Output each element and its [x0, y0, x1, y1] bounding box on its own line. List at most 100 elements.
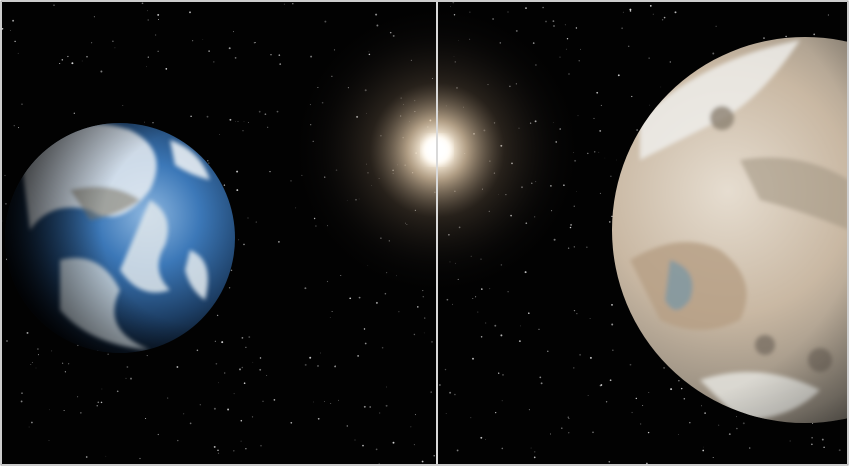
star — [2, 27, 4, 30]
star — [61, 59, 64, 61]
star — [177, 439, 179, 442]
star — [547, 350, 549, 353]
star — [507, 291, 509, 293]
star — [28, 426, 30, 428]
star — [146, 355, 148, 357]
star — [208, 50, 210, 52]
star — [310, 55, 313, 58]
star — [661, 19, 664, 21]
star — [31, 421, 33, 424]
star — [245, 346, 247, 348]
star — [683, 397, 686, 400]
star — [430, 391, 433, 393]
star — [122, 104, 124, 106]
star — [9, 30, 11, 31]
star — [334, 365, 336, 368]
star — [86, 55, 88, 58]
star — [147, 10, 148, 12]
star — [378, 463, 380, 464]
star — [414, 414, 416, 416]
star — [77, 396, 79, 398]
star — [579, 353, 582, 356]
star — [413, 444, 415, 446]
star — [608, 221, 611, 223]
star — [470, 417, 472, 419]
star — [295, 207, 297, 209]
star — [206, 115, 209, 118]
star — [561, 427, 563, 429]
star — [189, 422, 192, 425]
star — [578, 60, 580, 62]
star — [233, 31, 234, 33]
star — [472, 298, 474, 300]
star — [600, 384, 603, 386]
star — [73, 112, 75, 114]
star — [67, 55, 69, 58]
star — [700, 405, 702, 407]
star — [576, 313, 578, 315]
star — [501, 447, 504, 450]
star — [811, 443, 813, 446]
star — [96, 405, 98, 407]
earth — [5, 123, 235, 353]
star — [26, 331, 29, 334]
star — [228, 287, 231, 289]
star — [14, 40, 16, 43]
star — [573, 367, 575, 369]
star — [433, 455, 435, 457]
star — [215, 362, 218, 365]
star — [251, 416, 254, 418]
star — [221, 341, 224, 344]
star — [604, 157, 606, 159]
star — [223, 184, 226, 186]
star — [37, 354, 39, 356]
star — [101, 388, 103, 390]
star — [12, 19, 15, 22]
star — [157, 50, 159, 52]
star — [330, 402, 332, 404]
star — [384, 292, 387, 295]
star — [364, 342, 367, 345]
star — [599, 129, 602, 132]
star — [213, 61, 215, 63]
star — [570, 223, 573, 226]
star — [317, 417, 320, 420]
star — [30, 364, 32, 366]
star — [423, 332, 425, 334]
star — [208, 162, 210, 164]
star — [243, 243, 245, 246]
star — [575, 27, 578, 29]
star — [196, 349, 199, 352]
star — [217, 449, 219, 451]
star — [670, 388, 673, 391]
star — [518, 340, 521, 343]
star — [472, 357, 474, 360]
star — [621, 27, 623, 30]
star — [525, 7, 527, 9]
star — [629, 10, 632, 12]
star — [152, 122, 154, 124]
star — [234, 57, 237, 59]
star — [648, 57, 650, 59]
star — [290, 421, 293, 424]
star — [611, 215, 613, 218]
star — [439, 384, 441, 386]
star — [703, 446, 704, 448]
star — [114, 47, 116, 49]
star — [789, 440, 791, 442]
star — [2, 220, 3, 222]
star — [674, 11, 677, 14]
star — [568, 432, 570, 434]
star — [63, 410, 65, 411]
star — [534, 451, 536, 453]
star — [262, 400, 264, 402]
star — [498, 372, 500, 374]
star — [329, 317, 331, 318]
star — [213, 445, 216, 448]
star — [146, 66, 147, 68]
star — [567, 247, 570, 249]
star — [648, 392, 650, 394]
star — [728, 433, 731, 435]
star — [147, 19, 149, 21]
